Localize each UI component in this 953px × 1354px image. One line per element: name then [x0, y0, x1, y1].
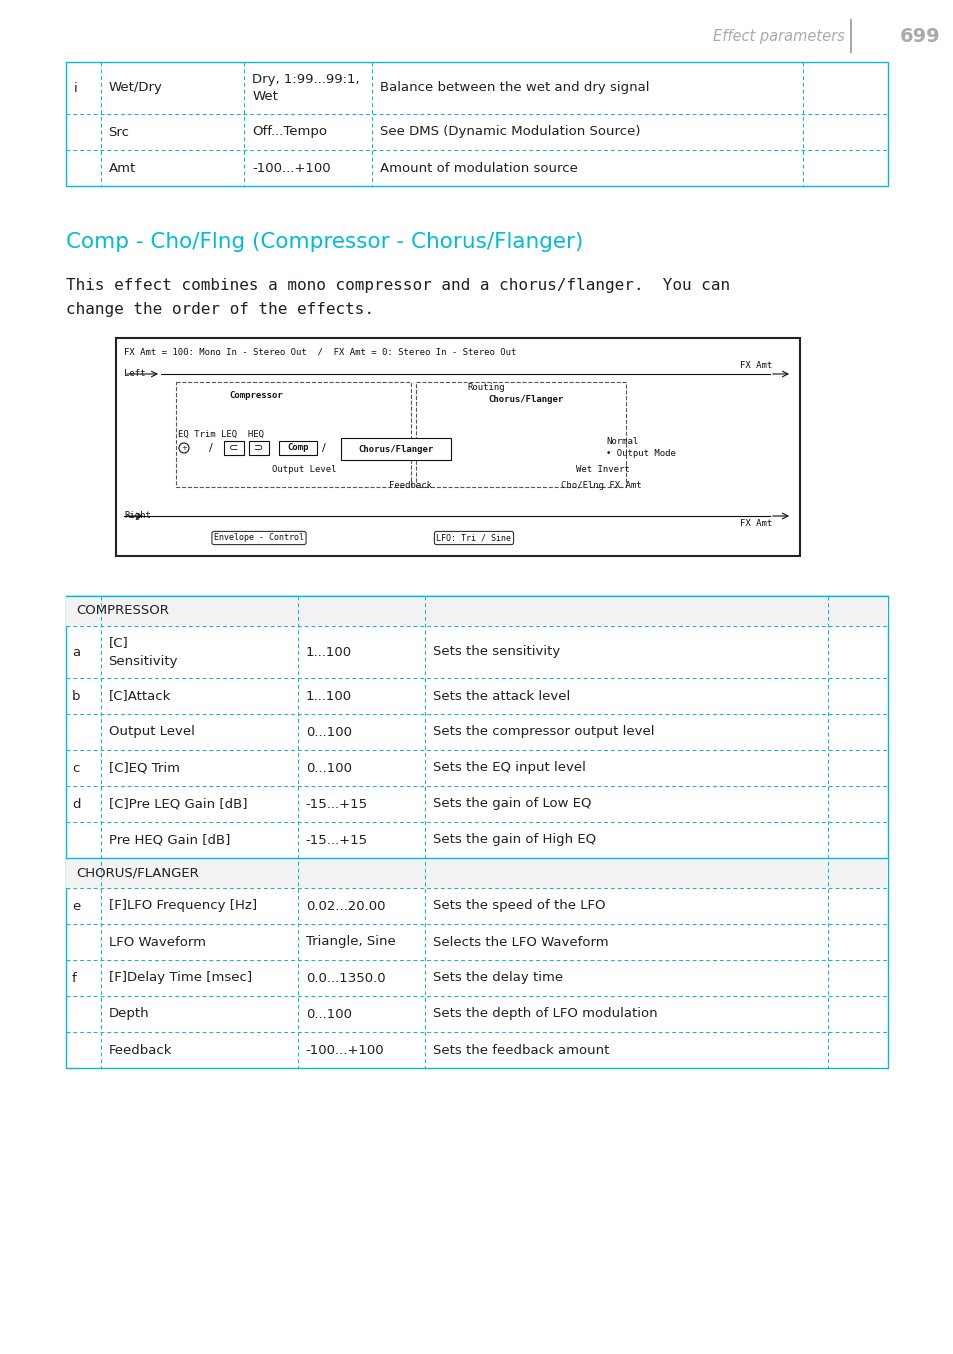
Text: LFO: Tri / Sine: LFO: Tri / Sine: [436, 533, 511, 543]
Text: Depth: Depth: [109, 1007, 149, 1021]
Text: +: +: [181, 445, 187, 451]
Text: Sets the gain of Low EQ: Sets the gain of Low EQ: [433, 798, 591, 811]
Text: Feedback: Feedback: [389, 482, 432, 490]
Text: Sets the attack level: Sets the attack level: [433, 689, 570, 703]
Bar: [66, 596, 887, 626]
Text: i: i: [74, 81, 77, 95]
Text: Wet Invert: Wet Invert: [576, 466, 629, 474]
Text: ⊂: ⊂: [229, 443, 238, 454]
Text: Pre HEQ Gain [dB]: Pre HEQ Gain [dB]: [109, 834, 230, 846]
Text: FX Amt: FX Amt: [740, 362, 771, 371]
Text: 0...100: 0...100: [306, 1007, 352, 1021]
Text: b: b: [71, 689, 80, 703]
Text: Right: Right: [124, 512, 151, 520]
Text: 1...100: 1...100: [306, 689, 352, 703]
Text: Sets the compressor output level: Sets the compressor output level: [433, 726, 654, 738]
Text: Balance between the wet and dry signal: Balance between the wet and dry signal: [379, 81, 649, 95]
Text: Triangle, Sine: Triangle, Sine: [306, 936, 395, 949]
Text: Comp: Comp: [287, 444, 309, 452]
Text: This effect combines a mono compressor and a chorus/flanger.  You can: This effect combines a mono compressor a…: [66, 278, 729, 292]
Text: d: d: [71, 798, 80, 811]
Text: Chorus/Flanger: Chorus/Flanger: [358, 444, 434, 454]
Bar: [116, 338, 800, 556]
Text: • Output Mode: • Output Mode: [605, 450, 675, 459]
Text: CHORUS/FLANGER: CHORUS/FLANGER: [76, 867, 198, 880]
Text: Sets the delay time: Sets the delay time: [433, 972, 563, 984]
Text: -15...+15: -15...+15: [306, 798, 368, 811]
Bar: [249, 441, 269, 455]
Text: Feedback: Feedback: [109, 1044, 172, 1056]
Text: -15...+15: -15...+15: [306, 834, 368, 846]
Text: -100...+100: -100...+100: [253, 161, 331, 175]
Text: Output Level: Output Level: [109, 726, 194, 738]
Text: Envelope - Control: Envelope - Control: [213, 533, 304, 543]
Text: COMPRESSOR: COMPRESSOR: [76, 604, 169, 617]
Text: 0...100: 0...100: [306, 726, 352, 738]
Bar: [340, 437, 451, 460]
Text: [C]: [C]: [109, 636, 128, 650]
Text: 0...100: 0...100: [306, 761, 352, 774]
Text: ⊃: ⊃: [254, 443, 263, 454]
Text: Sets the speed of the LFO: Sets the speed of the LFO: [433, 899, 605, 913]
Text: Dry, 1:99...99:1,: Dry, 1:99...99:1,: [253, 73, 359, 87]
Text: [C]EQ Trim: [C]EQ Trim: [109, 761, 179, 774]
Text: Chorus/Flanger: Chorus/Flanger: [488, 395, 563, 405]
Text: FX Amt: FX Amt: [740, 519, 771, 528]
Text: LFO Waveform: LFO Waveform: [109, 936, 205, 949]
Text: Amt: Amt: [109, 161, 135, 175]
Text: -100...+100: -100...+100: [306, 1044, 384, 1056]
Text: Sets the depth of LFO modulation: Sets the depth of LFO modulation: [433, 1007, 658, 1021]
Text: EQ Trim LEQ  HEQ: EQ Trim LEQ HEQ: [178, 429, 264, 439]
Text: Selects the LFO Waveform: Selects the LFO Waveform: [433, 936, 608, 949]
Text: 0.0...1350.0: 0.0...1350.0: [306, 972, 385, 984]
Text: 1...100: 1...100: [306, 646, 352, 658]
Text: [F]LFO Frequency [Hz]: [F]LFO Frequency [Hz]: [109, 899, 256, 913]
Text: Sets the feedback amount: Sets the feedback amount: [433, 1044, 609, 1056]
Text: change the order of the effects.: change the order of the effects.: [66, 302, 374, 317]
Text: Sets the EQ input level: Sets the EQ input level: [433, 761, 585, 774]
Text: [C]Pre LEQ Gain [dB]: [C]Pre LEQ Gain [dB]: [109, 798, 247, 811]
Bar: [224, 441, 244, 455]
Text: f: f: [71, 972, 76, 984]
Text: Normal: Normal: [605, 437, 638, 447]
Text: Sets the sensitivity: Sets the sensitivity: [433, 646, 559, 658]
Text: Amount of modulation source: Amount of modulation source: [379, 161, 578, 175]
Circle shape: [179, 443, 189, 454]
Bar: [175, 382, 411, 487]
Text: See DMS (Dynamic Modulation Source): See DMS (Dynamic Modulation Source): [379, 126, 639, 138]
Text: Wet: Wet: [253, 89, 278, 103]
Text: Sets the gain of High EQ: Sets the gain of High EQ: [433, 834, 596, 846]
Text: 699: 699: [899, 27, 939, 46]
Text: FX Amt = 100: Mono In - Stereo Out  /  FX Amt = 0: Stereo In - Stereo Out: FX Amt = 100: Mono In - Stereo Out / FX …: [124, 348, 516, 356]
Text: c: c: [71, 761, 79, 774]
Bar: [278, 441, 316, 455]
Bar: [416, 382, 625, 487]
Text: Wet/Dry: Wet/Dry: [109, 81, 162, 95]
Text: Sensitivity: Sensitivity: [109, 654, 178, 668]
Text: Off...Tempo: Off...Tempo: [253, 126, 327, 138]
Text: Src: Src: [109, 126, 130, 138]
Text: /: /: [322, 443, 326, 454]
Text: [C]Attack: [C]Attack: [109, 689, 171, 703]
Bar: [66, 62, 887, 185]
Text: Cho/Flng FX Amt: Cho/Flng FX Amt: [560, 482, 641, 490]
Text: Effect parameters: Effect parameters: [713, 28, 844, 43]
Text: Compressor: Compressor: [229, 390, 283, 399]
Text: Output Level: Output Level: [272, 466, 335, 474]
Text: Comp - Cho/Flng (Compressor - Chorus/Flanger): Comp - Cho/Flng (Compressor - Chorus/Fla…: [66, 232, 583, 252]
Text: 0.02...20.00: 0.02...20.00: [306, 899, 385, 913]
Text: e: e: [71, 899, 80, 913]
Text: Routing: Routing: [467, 383, 504, 393]
Bar: [66, 596, 887, 1068]
Text: [F]Delay Time [msec]: [F]Delay Time [msec]: [109, 972, 252, 984]
Text: a: a: [71, 646, 80, 658]
Text: /: /: [209, 443, 213, 454]
Bar: [66, 858, 887, 888]
Text: Left: Left: [124, 370, 146, 379]
